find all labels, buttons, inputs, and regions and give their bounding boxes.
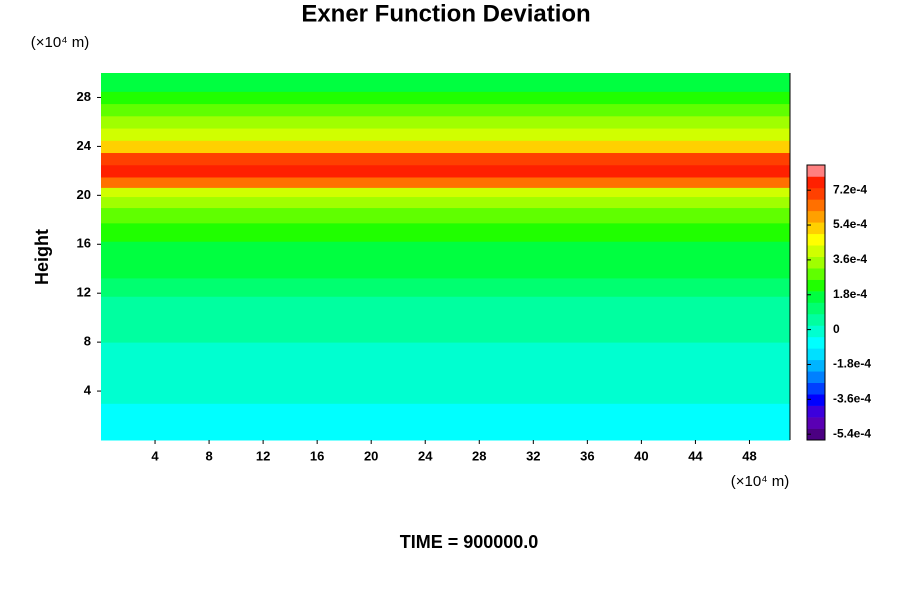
colorbar-swatch (807, 348, 825, 361)
heat-band (101, 277, 790, 297)
colorbar-tick-label: 5.4e-4 (833, 217, 867, 231)
colorbar-swatch (807, 187, 825, 200)
heat-band (101, 427, 790, 441)
colorbar-swatch (807, 268, 825, 280)
colorbar-swatch (807, 313, 825, 326)
heat-band (101, 115, 790, 129)
colorbar-swatch (807, 291, 825, 303)
colorbar-swatch (807, 382, 825, 395)
heat-band (101, 342, 790, 365)
y-axis-label: Height (32, 229, 52, 285)
colorbar-swatch (807, 371, 825, 384)
colorbar-tick-label: 0 (833, 322, 840, 336)
heat-band (101, 207, 790, 224)
heat-band (101, 164, 790, 178)
heat-band (101, 241, 790, 261)
colorbar-swatch (807, 199, 825, 212)
y-tick-label: 12 (77, 285, 91, 300)
colorbar-swatch (807, 245, 825, 257)
colorbar-tick-label: -5.4e-4 (833, 426, 871, 440)
heat-band (101, 259, 790, 279)
colorbar-swatch (807, 405, 825, 418)
colorbar-tick-label: 7.2e-4 (833, 182, 867, 196)
x-tick-label: 20 (364, 448, 378, 463)
y-tick-label: 24 (77, 138, 92, 153)
heat-band (101, 381, 790, 404)
colorbar-swatch (807, 222, 825, 235)
heat-band (101, 187, 790, 198)
colorbar-swatch (807, 210, 825, 223)
y-tick-label: 20 (77, 187, 91, 202)
colorbar-tick-label: -1.8e-4 (833, 357, 871, 371)
x-tick-label: 8 (205, 448, 212, 463)
heat-band (101, 403, 790, 429)
x-tick-label: 4 (151, 448, 159, 463)
colorbar-tick-label: 1.8e-4 (833, 287, 867, 301)
heat-band (101, 222, 790, 242)
x-tick-label: 12 (256, 448, 270, 463)
chart-title: Exner Function Deviation (301, 0, 590, 27)
colorbar-tick-label: 3.6e-4 (833, 252, 867, 266)
colorbar-tick-label: -3.6e-4 (833, 392, 871, 406)
x-tick-label: 24 (418, 448, 433, 463)
heat-band (101, 196, 790, 209)
colorbar-swatch (807, 428, 825, 441)
footer: TIME = 900000.0 (400, 532, 539, 552)
x-tick-label: 48 (742, 448, 756, 463)
heat-band (101, 79, 790, 92)
colorbar-swatch (807, 336, 825, 349)
y-tick-label: 16 (77, 236, 91, 251)
colorbar-swatch (807, 302, 825, 315)
heat-band (101, 140, 790, 154)
colorbar-swatch (807, 256, 825, 269)
y-unit: (×10⁴ m) (31, 34, 90, 51)
heat-band (101, 176, 790, 188)
colorbar-swatch (807, 279, 825, 292)
y-tick-label: 4 (84, 383, 92, 398)
heat-band (101, 296, 790, 319)
heat-band (101, 152, 790, 166)
heat-band (101, 103, 790, 117)
colorbar-swatch (807, 359, 825, 372)
y-tick-label: 28 (77, 89, 91, 104)
x-tick-label: 44 (688, 448, 703, 463)
colorbar-swatch (807, 417, 825, 429)
heat-band (101, 73, 790, 80)
colorbar-swatch (807, 325, 825, 338)
x-tick-label: 40 (634, 448, 648, 463)
heat-band (101, 363, 790, 383)
heat-band (101, 317, 790, 343)
x-tick-label: 36 (580, 448, 594, 463)
colorbar-swatch (807, 394, 825, 406)
y-tick-label: 8 (84, 334, 91, 349)
heat-band (101, 128, 790, 141)
x-unit: (×10⁴ m) (731, 473, 790, 490)
colorbar-swatch (807, 233, 825, 246)
heat-band (101, 91, 790, 105)
x-tick-label: 16 (310, 448, 324, 463)
colorbar-swatch (807, 165, 825, 177)
x-tick-label: 28 (472, 448, 486, 463)
colorbar-swatch (807, 176, 825, 189)
x-tick-label: 32 (526, 448, 540, 463)
colorbar-border (806, 164, 826, 441)
